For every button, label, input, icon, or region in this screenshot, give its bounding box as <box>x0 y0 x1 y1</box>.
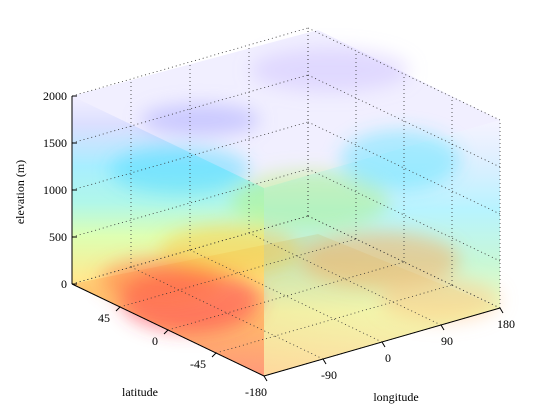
longitude-tick-label: -180 <box>245 385 267 399</box>
elevation-tick-label: 0 <box>61 277 67 291</box>
grid-lines <box>71 27 504 382</box>
latitude-tick-mark <box>163 329 169 335</box>
z-axis-label: elevation (m) <box>13 160 27 224</box>
floor-grid-line <box>119 238 357 308</box>
back-wall-grid-line <box>71 121 309 191</box>
elevation-tick-label: 500 <box>49 230 67 244</box>
latitude-tick-label: 0 <box>152 334 158 348</box>
longitude-tick-mark <box>263 375 268 382</box>
x-axis-label: longitude <box>373 390 418 404</box>
back-wall-grid-line <box>71 27 309 97</box>
longitude-tick-mark <box>381 341 386 348</box>
back-wall-grid-line <box>71 168 309 238</box>
latitude-tick-mark <box>211 352 217 358</box>
volume-blobs <box>100 48 500 332</box>
elevation-tick-label: 2000 <box>43 89 67 103</box>
floor-grid-line <box>215 284 453 354</box>
axis-ticks: -180 -90 0 90 180 -45 0 45 0 500 1000 1500 2000 <box>43 89 515 399</box>
volume-rendering <box>72 30 500 376</box>
y-axis-label: latitude <box>122 385 158 399</box>
elevation-tick-label: 1500 <box>43 136 67 150</box>
latitude-tick-label: 45 <box>98 311 110 325</box>
latitude-tick-label: -45 <box>190 357 206 371</box>
floor-grid-line <box>167 261 405 331</box>
longitude-tick-label: 0 <box>385 351 391 365</box>
elevation-tick-label: 1000 <box>43 183 67 197</box>
latitude-tick-mark <box>115 306 121 312</box>
longitude-tick-mark <box>440 324 445 331</box>
longitude-tick-label: 90 <box>441 334 453 348</box>
longitude-tick-label: -90 <box>321 368 337 382</box>
longitude-tick-mark <box>499 307 504 314</box>
longitude-tick-mark <box>322 358 327 365</box>
back-wall-grid-line <box>71 74 309 144</box>
longitude-tick-label: 180 <box>497 317 515 331</box>
back-wall-grid-line <box>71 215 309 285</box>
